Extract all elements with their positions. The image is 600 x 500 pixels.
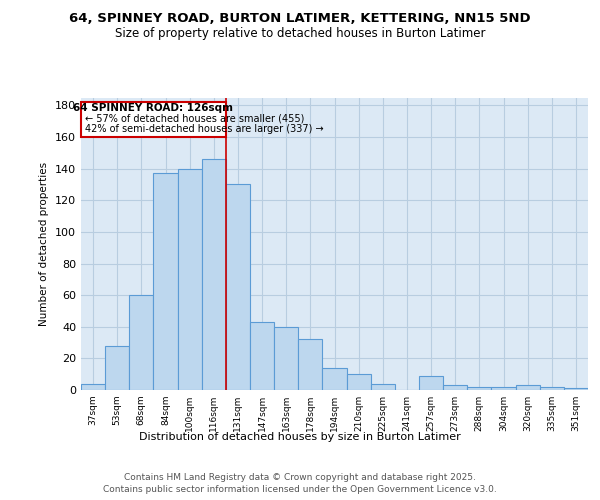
Text: 42% of semi-detached houses are larger (337) →: 42% of semi-detached houses are larger (…: [85, 124, 323, 134]
Bar: [443, 386, 467, 390]
Text: ← 57% of detached houses are smaller (455): ← 57% of detached houses are smaller (45…: [85, 113, 304, 123]
Bar: [564, 388, 588, 390]
Y-axis label: Number of detached properties: Number of detached properties: [40, 162, 49, 326]
Bar: [81, 384, 105, 390]
Bar: [419, 376, 443, 390]
Bar: [371, 384, 395, 390]
Bar: [540, 387, 564, 390]
Bar: [322, 368, 347, 390]
Bar: [347, 374, 371, 390]
Bar: [491, 387, 515, 390]
Bar: [226, 184, 250, 390]
Text: Distribution of detached houses by size in Burton Latimer: Distribution of detached houses by size …: [139, 432, 461, 442]
Bar: [129, 295, 154, 390]
Bar: [515, 386, 540, 390]
Text: 64, SPINNEY ROAD, BURTON LATIMER, KETTERING, NN15 5ND: 64, SPINNEY ROAD, BURTON LATIMER, KETTER…: [69, 12, 531, 26]
Bar: [202, 159, 226, 390]
Bar: [154, 174, 178, 390]
Bar: [81, 102, 226, 137]
Bar: [105, 346, 129, 390]
Text: Contains public sector information licensed under the Open Government Licence v3: Contains public sector information licen…: [103, 485, 497, 494]
Text: 64 SPINNEY ROAD: 126sqm: 64 SPINNEY ROAD: 126sqm: [73, 103, 233, 113]
Text: Size of property relative to detached houses in Burton Latimer: Size of property relative to detached ho…: [115, 28, 485, 40]
Bar: [178, 168, 202, 390]
Bar: [250, 322, 274, 390]
Text: Contains HM Land Registry data © Crown copyright and database right 2025.: Contains HM Land Registry data © Crown c…: [124, 472, 476, 482]
Bar: [467, 387, 491, 390]
Bar: [274, 327, 298, 390]
Bar: [298, 340, 322, 390]
